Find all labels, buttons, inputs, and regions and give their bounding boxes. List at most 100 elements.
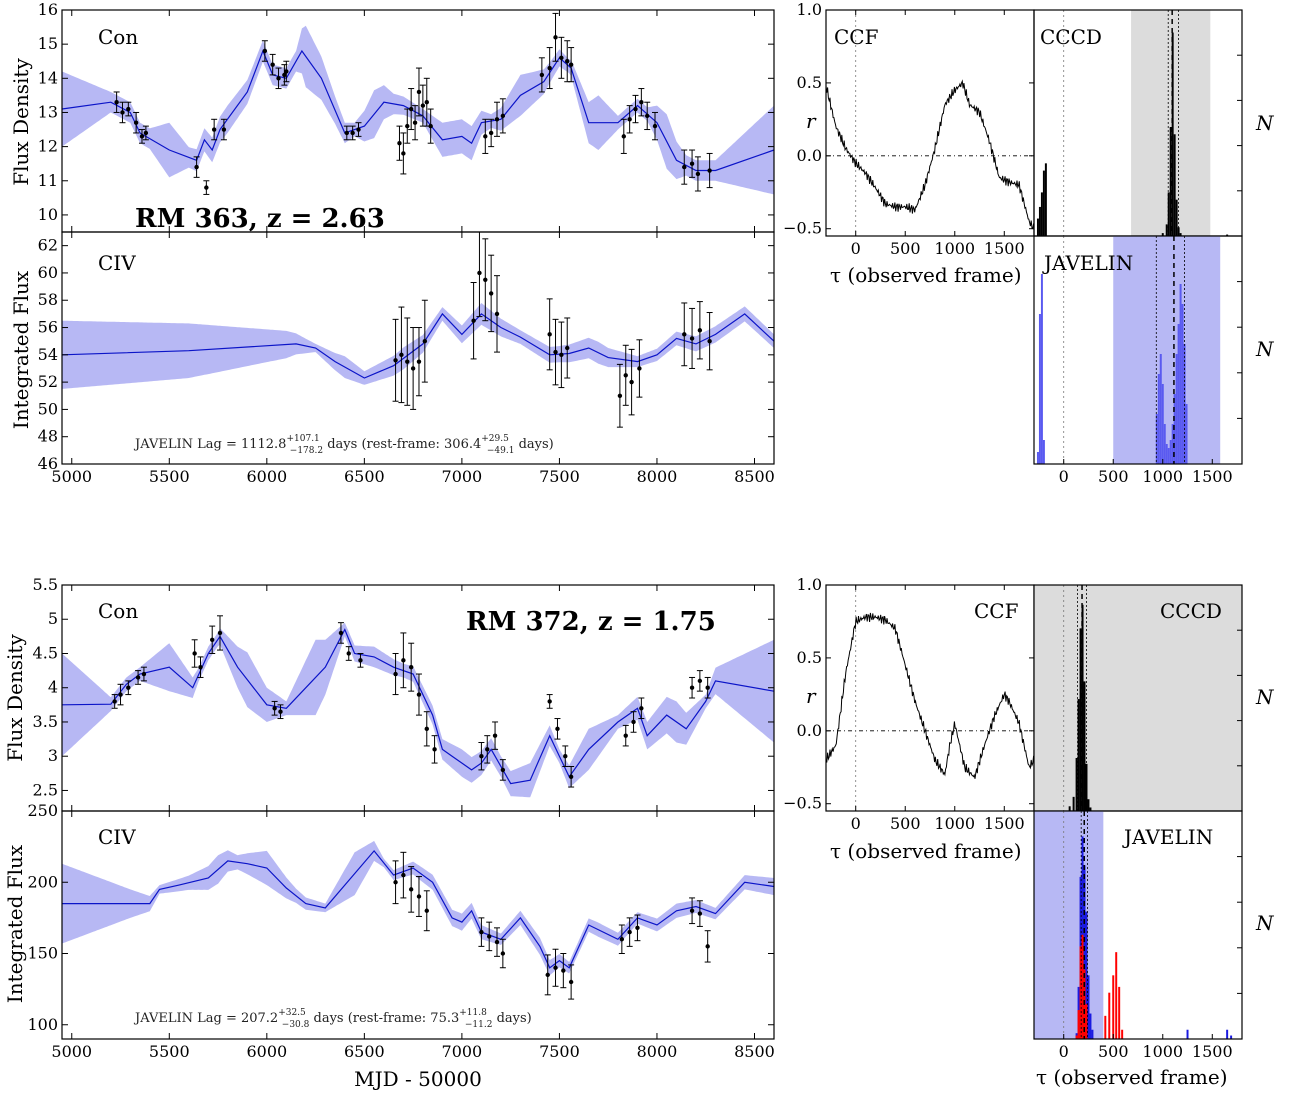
- rm372-con-data-point: [623, 733, 628, 738]
- rm372-con-panel: 2.5 3 3.5 4 4.5 5 5.5 Con RM 372, z = 1.75 Flu…: [3, 575, 775, 812]
- rm363-civ-y-tick-label: 46: [38, 454, 58, 473]
- rm363-civ-data-point: [559, 352, 564, 358]
- rm372-con-data-point: [639, 706, 644, 711]
- rm363-ccf-y-ticks: −0.5 0.0 0.5 1.0: [783, 0, 1034, 238]
- rm372-civ-data-points: [392, 851, 711, 1000]
- rm363-con-data-point: [262, 48, 268, 54]
- rm363-rest-up: +29.5: [481, 434, 509, 444]
- rm363-javelin-lag-lines: [1063, 236, 1185, 464]
- rm372-javelin-n-label: N: [1255, 911, 1275, 935]
- rm372-con-data-point: [555, 726, 560, 732]
- rm363-civ-data-point: [399, 352, 404, 358]
- rm372-lag-down: −30.8: [282, 1020, 310, 1030]
- rm363-civ-data-point: [477, 270, 482, 276]
- rm372-con-data-point: [631, 719, 636, 725]
- rm372-cccd-bar: [1072, 796, 1075, 811]
- rm363-lag-text: JAVELIN Lag = 1112.8+107.1 −178.2 days (r…: [133, 434, 554, 456]
- rm363-javelin-bar: [1175, 354, 1178, 464]
- rm372-lag-text: JAVELIN Lag = 207.2+32.5 −30.8 days (rest…: [133, 1008, 532, 1030]
- rm372-x-tick-label: 8000: [637, 1042, 678, 1061]
- rm372-con-data-point: [135, 675, 141, 680]
- rm363-con-data-point: [408, 106, 414, 112]
- rm372-civ-y-tick-label: 250: [27, 801, 58, 820]
- rm363-civ-model-band: [62, 303, 774, 389]
- rm363-civ-data-point: [629, 379, 634, 385]
- rm372-civ-model-band: [62, 840, 774, 976]
- rm363-civ-y-tick-label: 56: [38, 318, 58, 337]
- rm372-x-tick-label: 8500: [734, 1042, 775, 1061]
- rm363-civ-panel: 46 48 50 52 54 56 58 60 62 5000 5500 6000 6500 7000 7…: [9, 231, 775, 486]
- rm363-con-ylabel: Flux Density: [9, 58, 33, 186]
- rm363-civ-x-ticks: 5000 5500 6000 6500 7000 7500 8000 8500: [51, 232, 775, 486]
- rm372-civ-y-tick-label: 100: [27, 1015, 58, 1034]
- rm372-javelin-bar: [1091, 1029, 1094, 1039]
- rm363-ccf-x-tick-label: 1500: [984, 239, 1025, 258]
- rm363-javelin-bar: [1165, 444, 1168, 464]
- rm372-javelin-label: JAVELIN: [1122, 825, 1213, 849]
- rm372-civ-x-ticks: 5000 5500 6000 6500 7000 7500 8000 8500: [51, 811, 775, 1061]
- rm372-rest-down: −11.2: [465, 1020, 493, 1030]
- rm363-javelin-bar: [1038, 314, 1041, 464]
- rm372-civ-data-point: [424, 908, 429, 913]
- rm372-civ-data-point: [627, 929, 632, 935]
- rm372-civ-data-point: [401, 872, 406, 878]
- rm363-con-data-point: [559, 55, 564, 61]
- rm372-con-data-point: [346, 651, 351, 656]
- rm363-javelin-bar: [1161, 384, 1164, 464]
- rm372-civ-data-point: [553, 965, 558, 970]
- rm372-cccd-range-area: [1034, 585, 1242, 811]
- rm363-ccf-line: [825, 79, 1035, 230]
- rm363-civ-y-tick-label: 48: [38, 427, 58, 446]
- rm363-civ-data-point: [416, 359, 422, 364]
- rm372-javelin-x-tick-label: 1500: [1192, 1042, 1233, 1061]
- rm363-x-tick-label: 5000: [51, 467, 92, 486]
- rm372-x-tick-label: 5000: [51, 1042, 92, 1061]
- rm372-con-model-band: [62, 622, 774, 798]
- rm372-javelin-x-tick-label: 0: [1059, 1042, 1069, 1061]
- rm363-con-y-tick-label: 15: [38, 34, 58, 53]
- rm372-cccd-bar: [1068, 806, 1071, 811]
- rm372-civ-data-point: [494, 939, 500, 945]
- rm372-javelin-bar: [1226, 1029, 1229, 1039]
- rm363-javelin-panel: 0 500 1000 1500 JAVELIN N: [1033, 235, 1275, 486]
- rm372-civ-data-point: [479, 929, 484, 935]
- rm363-ccf-reference-lines: [826, 10, 1034, 236]
- rm372-civ-axes: [61, 810, 775, 1040]
- rm372-cccd-bar: [1087, 799, 1090, 811]
- rm363-javelin-ticks: 0 500 1000 1500: [1059, 281, 1242, 486]
- rm363-x-tick-label: 6500: [344, 467, 385, 486]
- rm372-javelin-x-tick-label: 1000: [1142, 1042, 1183, 1061]
- rm363-con-data-point: [420, 103, 426, 108]
- rm363-con-data-point: [627, 117, 632, 122]
- rm363-civ-axes: [61, 231, 775, 465]
- rm363-con-y-tick-label: 12: [38, 137, 58, 156]
- rm372-ccf-x-tick-label: 1500: [984, 814, 1025, 833]
- rm372-civ-data-point: [408, 887, 414, 892]
- rm363-civ-data-point: [494, 311, 500, 317]
- rm363-con-data-point: [204, 185, 209, 190]
- rm372-civ-data-point: [487, 934, 492, 939]
- rm363-javelin-bar: [1179, 284, 1182, 464]
- rm363-civ-band-area: [62, 303, 774, 389]
- rm363-con-data-point: [416, 89, 422, 95]
- rm363-con-data-point: [282, 72, 287, 78]
- rm363-civ-data-point: [689, 336, 695, 341]
- rm363-civ-data-point: [393, 358, 398, 363]
- rm372-civ-data-point: [545, 972, 550, 978]
- rm372-civ-band-area: [62, 840, 774, 976]
- rm372-con-data-point: [393, 671, 398, 677]
- rm363-javelin-bar: [1169, 440, 1172, 464]
- rm363-civ-y-tick-label: 54: [38, 345, 58, 364]
- rm363-javelin-bar: [1042, 440, 1045, 464]
- rm372-con-data-point: [424, 726, 429, 732]
- rm363-cccd-bar: [1167, 192, 1170, 236]
- rm363-ccf-xlabel: τ (observed frame): [830, 263, 1022, 287]
- rm363-civ-data-point: [405, 359, 410, 364]
- rm363-civ-y-tick-label: 58: [38, 290, 58, 309]
- rm372-con-data-point: [416, 692, 422, 697]
- rm363-lag-up: +107.1: [286, 434, 319, 444]
- rm363-javelin-bar: [1036, 452, 1039, 464]
- rm372-rest-up: +11.8: [459, 1008, 487, 1018]
- rm363-group: 10 11 12 13 14 15 16 Con RM 363, z = 2.63 Flux…: [9, 0, 1275, 486]
- rm372-lag-prefix: JAVELIN Lag = 207.2: [133, 1011, 278, 1026]
